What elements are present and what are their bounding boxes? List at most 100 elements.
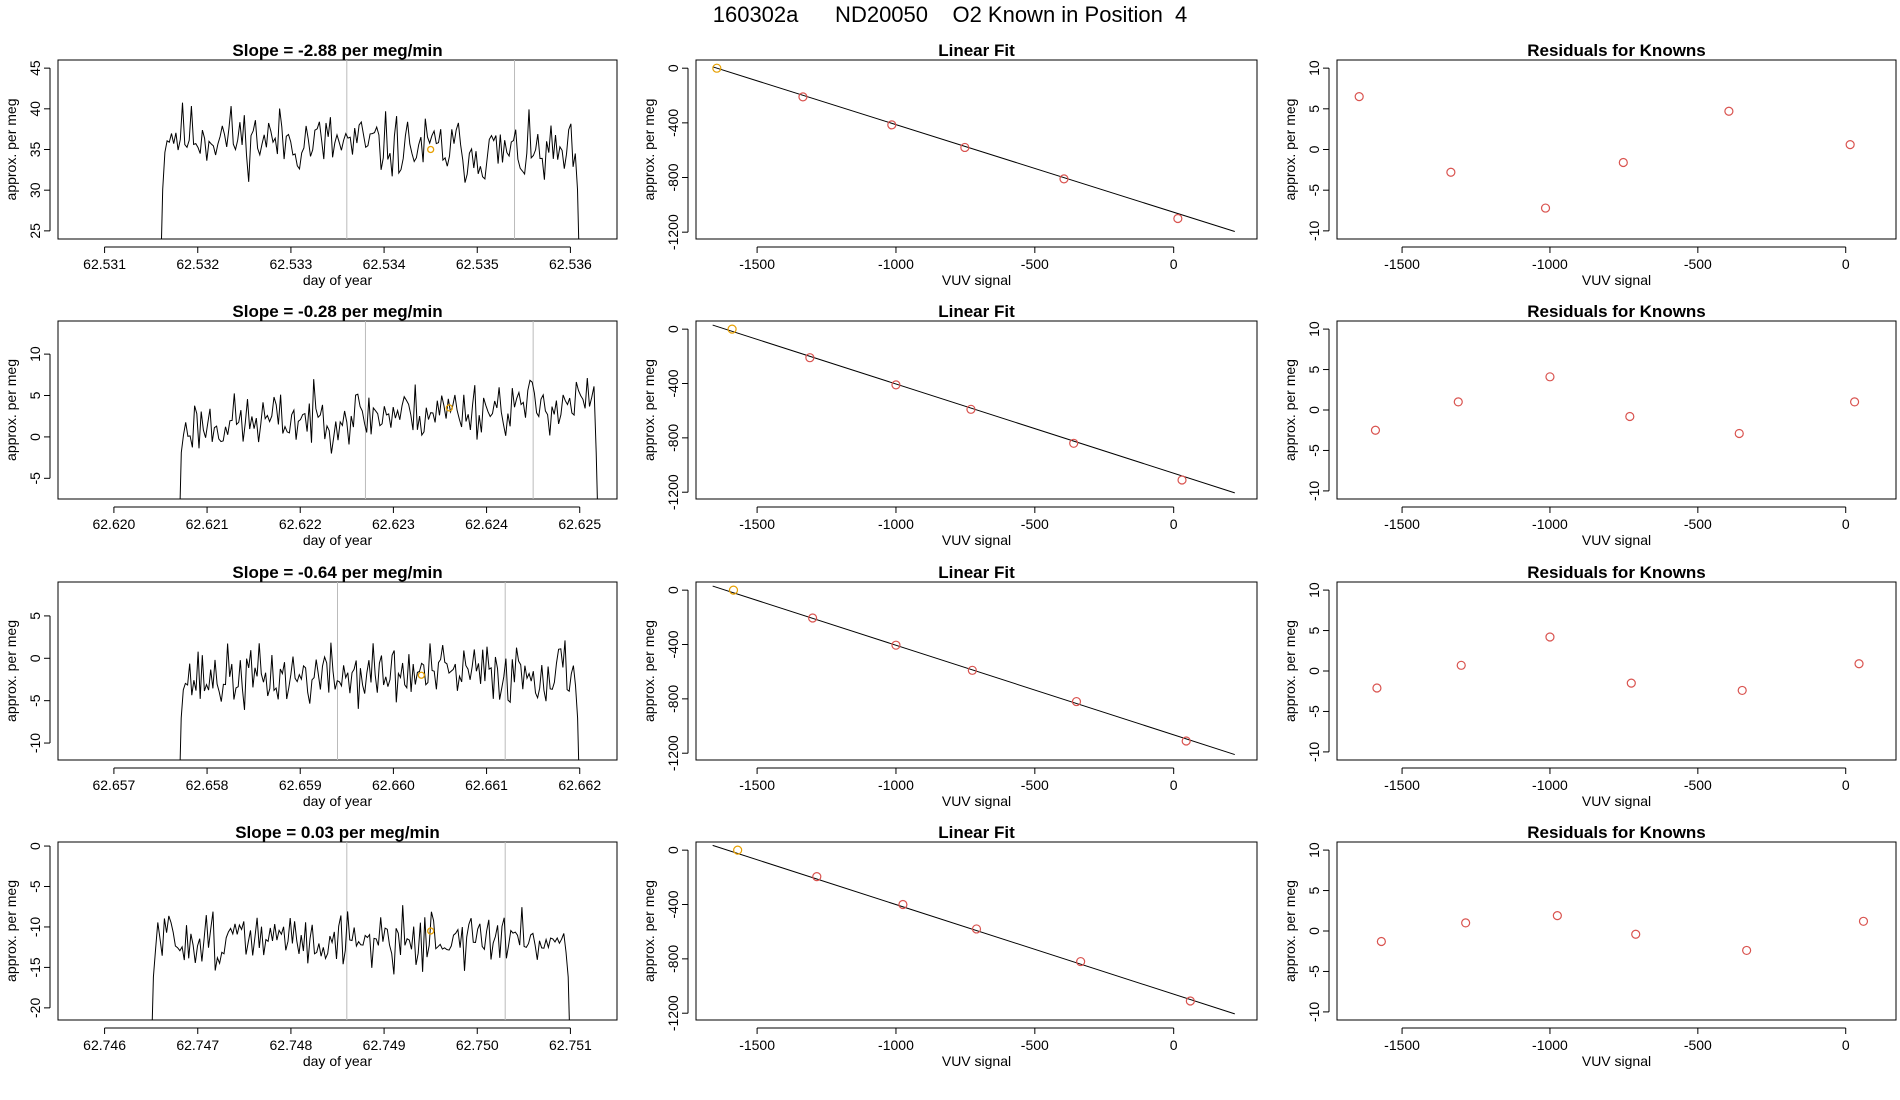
- y-tick-label: -10: [1306, 221, 1322, 241]
- plot-frame: [57, 320, 618, 500]
- panel-fit-row-0: Linear Fit -1500 -1000 -500 0 VUV signal 0 -400…: [641, 41, 1258, 288]
- y-tick-label: -5: [27, 880, 43, 893]
- x-tick-label: 62.621: [186, 516, 229, 532]
- x-tick-label: 0: [1170, 516, 1178, 532]
- figure-title: 160302a ND20050 O2 Known in Position 4: [712, 2, 1188, 27]
- fit-line: [712, 585, 1235, 756]
- x-tick-label: 62.660: [372, 777, 415, 793]
- data-point: [1737, 685, 1747, 696]
- plot-frame: [695, 841, 1258, 1021]
- plot-frame: [57, 59, 618, 240]
- x-axis-label: day of year: [303, 532, 373, 548]
- fit-line: [712, 844, 1235, 1015]
- x-tick-label: -1500: [1384, 516, 1420, 532]
- data-point: [1376, 936, 1386, 947]
- plot-area: [179, 321, 598, 499]
- y-tick-label: 0: [1306, 667, 1322, 675]
- data-point: [960, 142, 970, 153]
- panel-title: Residuals for Knowns: [1527, 823, 1706, 842]
- y-axis-label: approx. per meg: [1282, 359, 1298, 461]
- y-tick-label: 0: [665, 64, 681, 72]
- fit-line: [712, 324, 1235, 494]
- y-tick-label: 5: [1306, 105, 1322, 113]
- x-tick-label: 62.532: [176, 256, 219, 272]
- x-axis-label: VUV signal: [1582, 272, 1651, 288]
- y-tick-label: -5: [27, 694, 43, 707]
- x-tick-label: -500: [1684, 256, 1712, 272]
- x-tick-label: -1500: [739, 777, 775, 793]
- data-point: [966, 404, 976, 414]
- y-tick-label: 5: [1306, 365, 1322, 373]
- highlight-point: [427, 145, 435, 154]
- y-tick-label: -20: [27, 998, 43, 1018]
- y-tick-label: 0: [665, 586, 681, 594]
- data-point: [1724, 106, 1734, 116]
- y-tick-label: -5: [27, 472, 43, 485]
- y-tick-label: 0: [665, 846, 681, 854]
- x-tick-label: -1000: [1532, 1037, 1568, 1053]
- plot-frame: [695, 59, 1258, 240]
- panel-timeseries-row-3: Slope = 0.03 per meg/min 62.746 62.747 62.7…: [3, 823, 618, 1069]
- plot-area: [1370, 372, 1860, 439]
- x-tick-label: 0: [1842, 256, 1850, 272]
- y-tick-label: -1200: [665, 735, 681, 771]
- x-tick-label: -500: [1684, 1037, 1712, 1053]
- plot-area: [712, 324, 1235, 494]
- panel-title: Residuals for Knowns: [1527, 302, 1706, 321]
- x-tick-label: 0: [1170, 777, 1178, 793]
- panel-residuals-row-0: Residuals for Knowns -1500 -1000 -500 0 VUV s…: [1282, 41, 1897, 288]
- data-point: [1734, 428, 1744, 439]
- plot-area: [151, 842, 570, 1020]
- highlight-point: [445, 404, 453, 412]
- y-axis-label: approx. per meg: [3, 359, 19, 461]
- panel-fit-row-1: Linear Fit -1500 -1000 -500 0 VUV signal 0 -400…: [641, 302, 1258, 548]
- y-tick-label: -5: [1306, 444, 1322, 457]
- y-axis-label: approx. per meg: [1282, 620, 1298, 722]
- panel-fit-row-2: Linear Fit -1500 -1000 -500 0 VUV signal 0 -400…: [641, 563, 1258, 809]
- y-tick-label: -5: [1306, 705, 1322, 718]
- data-point: [1540, 203, 1551, 213]
- panel-residuals-row-2: Residuals for Knowns -1500 -1000 -500 0 VUV s…: [1282, 563, 1897, 809]
- y-tick-label: 0: [27, 842, 43, 850]
- y-axis-label: approx. per meg: [1282, 880, 1298, 982]
- x-tick-label: 62.662: [558, 777, 601, 793]
- y-tick-label: 10: [27, 346, 43, 362]
- y-axis-label: approx. per meg: [3, 880, 19, 982]
- y-tick-label: -400: [665, 630, 681, 658]
- y-tick-label: 40: [27, 101, 43, 117]
- x-tick-label: -1000: [878, 777, 914, 793]
- x-axis-label: VUV signal: [942, 272, 1011, 288]
- y-tick-label: 0: [1306, 927, 1322, 935]
- y-tick-label: 45: [27, 60, 43, 76]
- x-tick-label: -1500: [739, 1037, 775, 1053]
- data-point: [1845, 140, 1855, 150]
- y-tick-label: 10: [1306, 60, 1322, 76]
- x-tick-label: 62.748: [270, 1037, 313, 1053]
- plot-frame: [1336, 581, 1897, 761]
- x-tick-label: 62.625: [558, 516, 601, 532]
- x-tick-label: 62.533: [270, 256, 313, 272]
- y-tick-label: -800: [665, 945, 681, 973]
- x-tick-label: 62.750: [456, 1037, 499, 1053]
- x-tick-label: -1500: [739, 516, 775, 532]
- data-series-line: [179, 640, 580, 760]
- x-axis-label: day of year: [303, 272, 373, 288]
- plot-frame: [1336, 59, 1897, 240]
- fit-line: [712, 66, 1235, 232]
- data-point: [971, 924, 982, 934]
- x-tick-label: -1500: [1384, 777, 1420, 793]
- panel-title: Slope = -0.64 per meg/min: [232, 563, 442, 582]
- y-tick-label: -400: [665, 109, 681, 137]
- panel-timeseries-row-1: Slope = -0.28 per meg/min 62.620 62.621 62.…: [3, 302, 618, 548]
- x-tick-label: 62.658: [186, 777, 229, 793]
- panel-fit-row-3: Linear Fit -1500 -1000 -500 0 VUV signal 0 -400…: [641, 823, 1258, 1069]
- data-point: [967, 665, 977, 675]
- data-point: [891, 640, 901, 650]
- x-tick-label: 62.620: [92, 516, 135, 532]
- data-point: [1372, 683, 1382, 693]
- plot-frame: [1336, 320, 1897, 500]
- y-tick-label: 0: [1306, 406, 1322, 414]
- y-axis-label: approx. per meg: [3, 99, 19, 201]
- data-point: [898, 899, 908, 910]
